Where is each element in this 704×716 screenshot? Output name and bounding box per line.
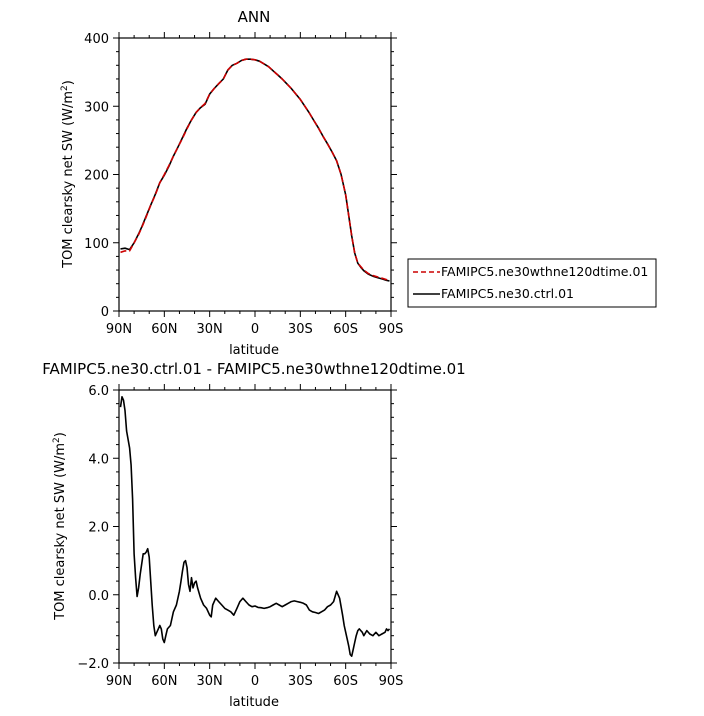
- bottom-y-tick-label: 4.0: [88, 452, 109, 467]
- bottom-y-tick-label: −2.0: [77, 657, 109, 672]
- bottom-panel: FAMIPC5.ne30.ctrl.01 - FAMIPC5.ne30wthne…: [42, 360, 465, 710]
- bottom-x-tick-label: 30N: [197, 674, 223, 689]
- bottom-y-tick-label: 0.0: [88, 589, 109, 604]
- bottom-y-tick-label: 2.0: [88, 521, 109, 536]
- top-y-axis-label: TOM clearsky net SW (W/m2): [60, 80, 76, 269]
- top-y-tick-label: 100: [84, 237, 109, 252]
- legend-label-series-2: FAMIPC5.ne30.ctrl.01: [441, 286, 574, 301]
- bottom-y-ticks: −2.0 0.0 2.0 4.0 6.0: [77, 384, 397, 672]
- bottom-x-ticks: 90N 60N 30N 0 30S 60S 90S: [106, 384, 404, 689]
- bottom-x-axis-label: latitude: [229, 695, 279, 710]
- bottom-x-tick-label: 0: [251, 674, 259, 689]
- top-x-tick-label: 60S: [333, 322, 358, 337]
- bottom-y-tick-label: 6.0: [88, 384, 109, 399]
- top-x-tick-label: 90N: [106, 322, 132, 337]
- bottom-x-tick-label: 60S: [333, 674, 358, 689]
- legend-box: [407, 258, 657, 308]
- top-chart-title: ANN: [238, 8, 271, 26]
- top-plot-frame: [118, 37, 392, 312]
- top-x-tick-label: 90S: [379, 322, 404, 337]
- top-x-ticks: 90N 60N 30N 0 30S 60S 90S: [106, 32, 404, 337]
- bottom-x-tick-label: 30S: [288, 674, 313, 689]
- bottom-series-line-1: [119, 395, 391, 658]
- top-series-line-1: [120, 58, 390, 282]
- top-panel: ANN 0 100 200 300 400 90N 60N 30N 0 30S 60S 90S la…: [60, 8, 657, 358]
- top-x-tick-label: 30N: [197, 322, 223, 337]
- top-y-tick-label: 400: [84, 32, 109, 47]
- top-x-tick-label: 0: [251, 322, 259, 337]
- top-y-tick-label: 200: [84, 169, 109, 184]
- legend: FAMIPC5.ne30wthne120dtime.01 FAMIPC5.ne3…: [407, 258, 657, 308]
- bottom-x-tick-label: 90S: [379, 674, 404, 689]
- top-x-tick-label: 60N: [151, 322, 177, 337]
- bottom-x-tick-label: 90N: [106, 674, 132, 689]
- bottom-y-axis-label: TOM clearsky net SW (W/m2): [52, 432, 68, 621]
- top-y-tick-label: 0: [101, 305, 109, 320]
- top-x-tick-label: 30S: [288, 322, 313, 337]
- top-y-ticks: 0 100 200 300 400: [84, 32, 397, 320]
- bottom-x-tick-label: 60N: [151, 674, 177, 689]
- top-y-tick-label: 300: [84, 100, 109, 115]
- bottom-chart-title: FAMIPC5.ne30.ctrl.01 - FAMIPC5.ne30wthne…: [42, 360, 465, 378]
- top-series-lines: [120, 58, 390, 282]
- legend-label-series-1: FAMIPC5.ne30wthne120dtime.01: [441, 264, 648, 279]
- top-series-line-2: [120, 58, 390, 282]
- bottom-plot-frame: [118, 389, 392, 664]
- top-x-axis-label: latitude: [229, 343, 279, 358]
- bottom-series-lines: [119, 395, 391, 658]
